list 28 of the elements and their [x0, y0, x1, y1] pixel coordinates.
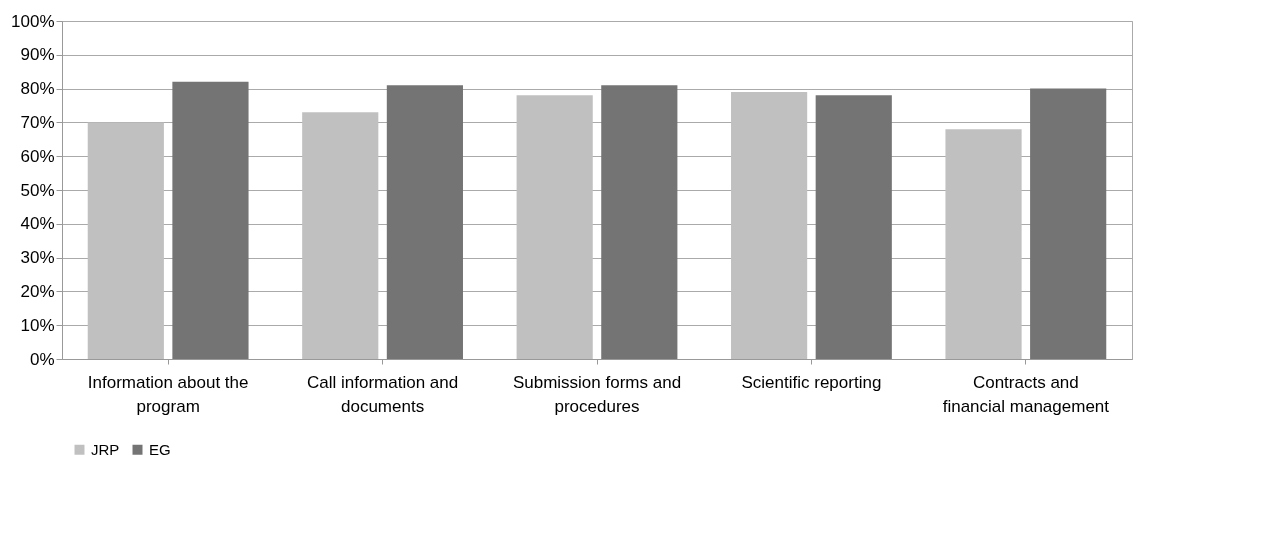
- bar: [731, 91, 808, 359]
- y-tick-label: 50%: [20, 180, 55, 200]
- x-tick-label: Contracts and financial management: [942, 372, 1110, 416]
- x-tick-label: Call information and documents: [306, 372, 459, 416]
- bar: [815, 95, 892, 359]
- x-tick-label: Information about the program: [87, 372, 249, 416]
- y-tick-label: 100%: [11, 11, 55, 31]
- bar: [1030, 88, 1107, 359]
- y-tick-label: 30%: [20, 248, 55, 268]
- bar: [386, 85, 463, 359]
- legend-label: JRP: [91, 440, 120, 458]
- bar: [172, 81, 249, 359]
- y-tick-label: 60%: [20, 146, 55, 166]
- y-tick-label: 20%: [20, 281, 55, 301]
- x-tick-label: Submission forms and procedures: [512, 372, 682, 416]
- bar: [601, 85, 678, 359]
- bar: [87, 122, 164, 359]
- y-tick-label: 10%: [20, 315, 55, 335]
- y-tick-label: 80%: [20, 79, 55, 99]
- y-tick-label: 90%: [20, 45, 55, 65]
- bar: [945, 129, 1022, 359]
- x-tick-label: Scientific reporting: [741, 372, 882, 392]
- y-tick-label: 70%: [20, 112, 55, 132]
- y-tick-label: 40%: [20, 214, 55, 234]
- legend-label: EG: [149, 440, 171, 458]
- y-tick-label: 0%: [29, 349, 55, 369]
- bar: [516, 95, 593, 359]
- bar: [302, 112, 379, 359]
